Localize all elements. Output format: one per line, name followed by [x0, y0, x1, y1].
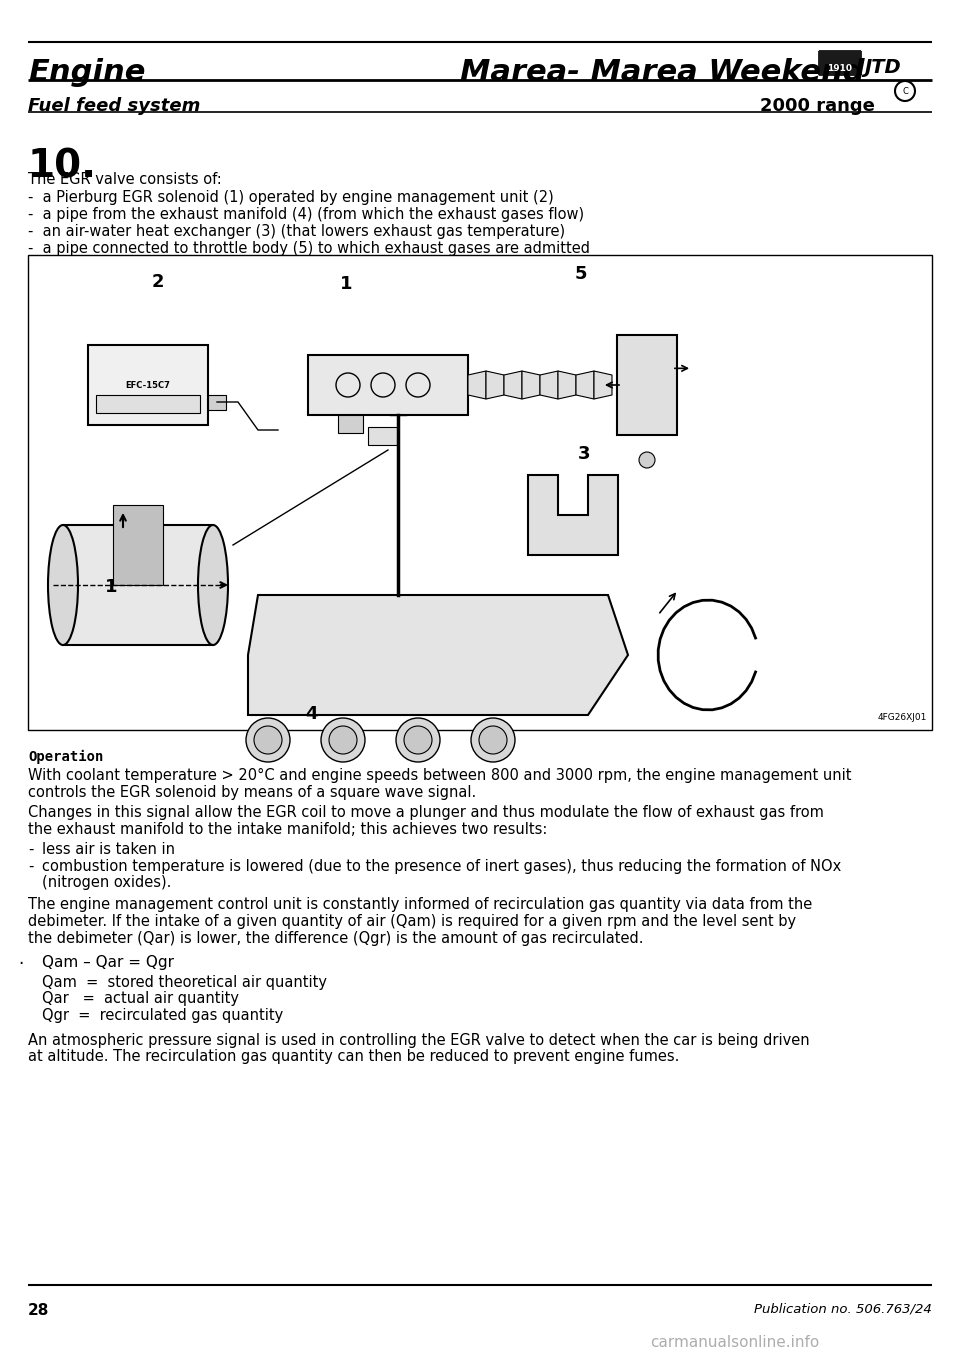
Circle shape [321, 718, 365, 762]
Polygon shape [248, 595, 628, 715]
Text: 1: 1 [340, 275, 352, 293]
Text: 28: 28 [28, 1303, 49, 1318]
Text: Marea- Marea Weekend: Marea- Marea Weekend [460, 58, 865, 86]
Text: carmanualsonline.info: carmanualsonline.info [650, 1336, 819, 1349]
Text: debimeter. If the intake of a given quantity of air (Qam) is required for a give: debimeter. If the intake of a given quan… [28, 915, 796, 929]
Text: Fuel feed system: Fuel feed system [28, 97, 201, 115]
Text: 1910: 1910 [828, 63, 852, 73]
Circle shape [479, 726, 507, 754]
Bar [28, 255, 932, 730]
Text: controls the EGR solenoid by means of a square wave signal.: controls the EGR solenoid by means of a … [28, 785, 476, 800]
Polygon shape [468, 371, 486, 399]
Text: 10.: 10. [28, 148, 97, 186]
Circle shape [471, 718, 515, 762]
Bar [308, 355, 468, 415]
Text: (nitrogen oxides).: (nitrogen oxides). [42, 876, 172, 890]
Text: -: - [28, 842, 34, 857]
Bar [113, 505, 163, 585]
FancyBboxPatch shape [819, 50, 861, 76]
Polygon shape [528, 475, 618, 554]
Text: The engine management control unit is constantly informed of recirculation gas q: The engine management control unit is co… [28, 897, 812, 912]
Text: -  a pipe from the exhaust manifold (4) (from which the exhaust gases flow): - a pipe from the exhaust manifold (4) (… [28, 206, 584, 223]
Text: EFC-15C7: EFC-15C7 [126, 380, 171, 390]
Bar [88, 345, 208, 425]
Text: Operation: Operation [28, 750, 104, 764]
Ellipse shape [48, 525, 78, 645]
Polygon shape [558, 371, 576, 399]
Text: 4FG26XJ01: 4FG26XJ01 [877, 714, 927, 722]
Text: -  an air-water heat exchanger (3) (that lowers exhaust gas temperature): - an air-water heat exchanger (3) (that … [28, 224, 565, 239]
Polygon shape [504, 371, 522, 399]
Text: C: C [902, 86, 908, 96]
Text: 5: 5 [575, 264, 588, 283]
Text: Publication no. 506.763/24: Publication no. 506.763/24 [755, 1303, 932, 1317]
Bar [63, 525, 213, 645]
Text: The EGR valve consists of:: The EGR valve consists of: [28, 173, 222, 188]
Text: Changes in this signal allow the EGR coil to move a plunger and thus modulate th: Changes in this signal allow the EGR coi… [28, 805, 824, 820]
Text: -  a Pierburg EGR solenoid (1) operated by engine management unit (2): - a Pierburg EGR solenoid (1) operated b… [28, 190, 554, 205]
Text: less air is taken in: less air is taken in [42, 842, 175, 857]
Text: at altitude. The recirculation gas quantity can then be reduced to prevent engin: at altitude. The recirculation gas quant… [28, 1050, 680, 1064]
Circle shape [329, 726, 357, 754]
Polygon shape [594, 371, 612, 399]
Circle shape [396, 718, 440, 762]
Text: 4: 4 [305, 706, 318, 723]
Text: 3: 3 [578, 445, 590, 463]
Circle shape [254, 726, 282, 754]
Text: With coolant temperature > 20°C and engine speeds between 800 and 3000 rpm, the : With coolant temperature > 20°C and engi… [28, 768, 852, 782]
Bar [208, 395, 226, 410]
Text: ·: · [18, 955, 23, 973]
Text: 2: 2 [152, 272, 164, 291]
Text: -  a pipe connected to throttle body (5) to which exhaust gases are admitted: - a pipe connected to throttle body (5) … [28, 241, 590, 256]
Circle shape [246, 718, 290, 762]
Text: 1: 1 [105, 577, 117, 596]
Text: An atmospheric pressure signal is used in controlling the EGR valve to detect wh: An atmospheric pressure signal is used i… [28, 1032, 809, 1048]
Bar [617, 335, 677, 434]
Text: Engine: Engine [28, 58, 145, 86]
Polygon shape [540, 371, 558, 399]
Text: Qar   =  actual air quantity: Qar = actual air quantity [42, 992, 239, 1006]
Text: Qam  =  stored theoretical air quantity: Qam = stored theoretical air quantity [42, 975, 327, 990]
Ellipse shape [198, 525, 228, 645]
Polygon shape [522, 371, 540, 399]
Text: Qam – Qar = Qgr: Qam – Qar = Qgr [42, 955, 174, 970]
Circle shape [404, 726, 432, 754]
Text: the exhaust manifold to the intake manifold; this achieves two results:: the exhaust manifold to the intake manif… [28, 822, 547, 836]
Text: combustion temperature is lowered (due to the presence of inert gases), thus red: combustion temperature is lowered (due t… [42, 858, 841, 874]
Circle shape [639, 452, 655, 468]
Polygon shape [576, 371, 594, 399]
Text: JTD: JTD [864, 58, 900, 77]
Text: 2000 range: 2000 range [760, 97, 875, 115]
Bar [368, 428, 398, 445]
Bar [96, 395, 200, 413]
Text: -: - [28, 858, 34, 874]
Bar [338, 415, 363, 433]
Text: the debimeter (Qar) is lower, the difference (Qgr) is the amount of gas recircul: the debimeter (Qar) is lower, the differ… [28, 931, 643, 946]
Polygon shape [486, 371, 504, 399]
Text: Qgr  =  recirculated gas quantity: Qgr = recirculated gas quantity [42, 1008, 283, 1023]
